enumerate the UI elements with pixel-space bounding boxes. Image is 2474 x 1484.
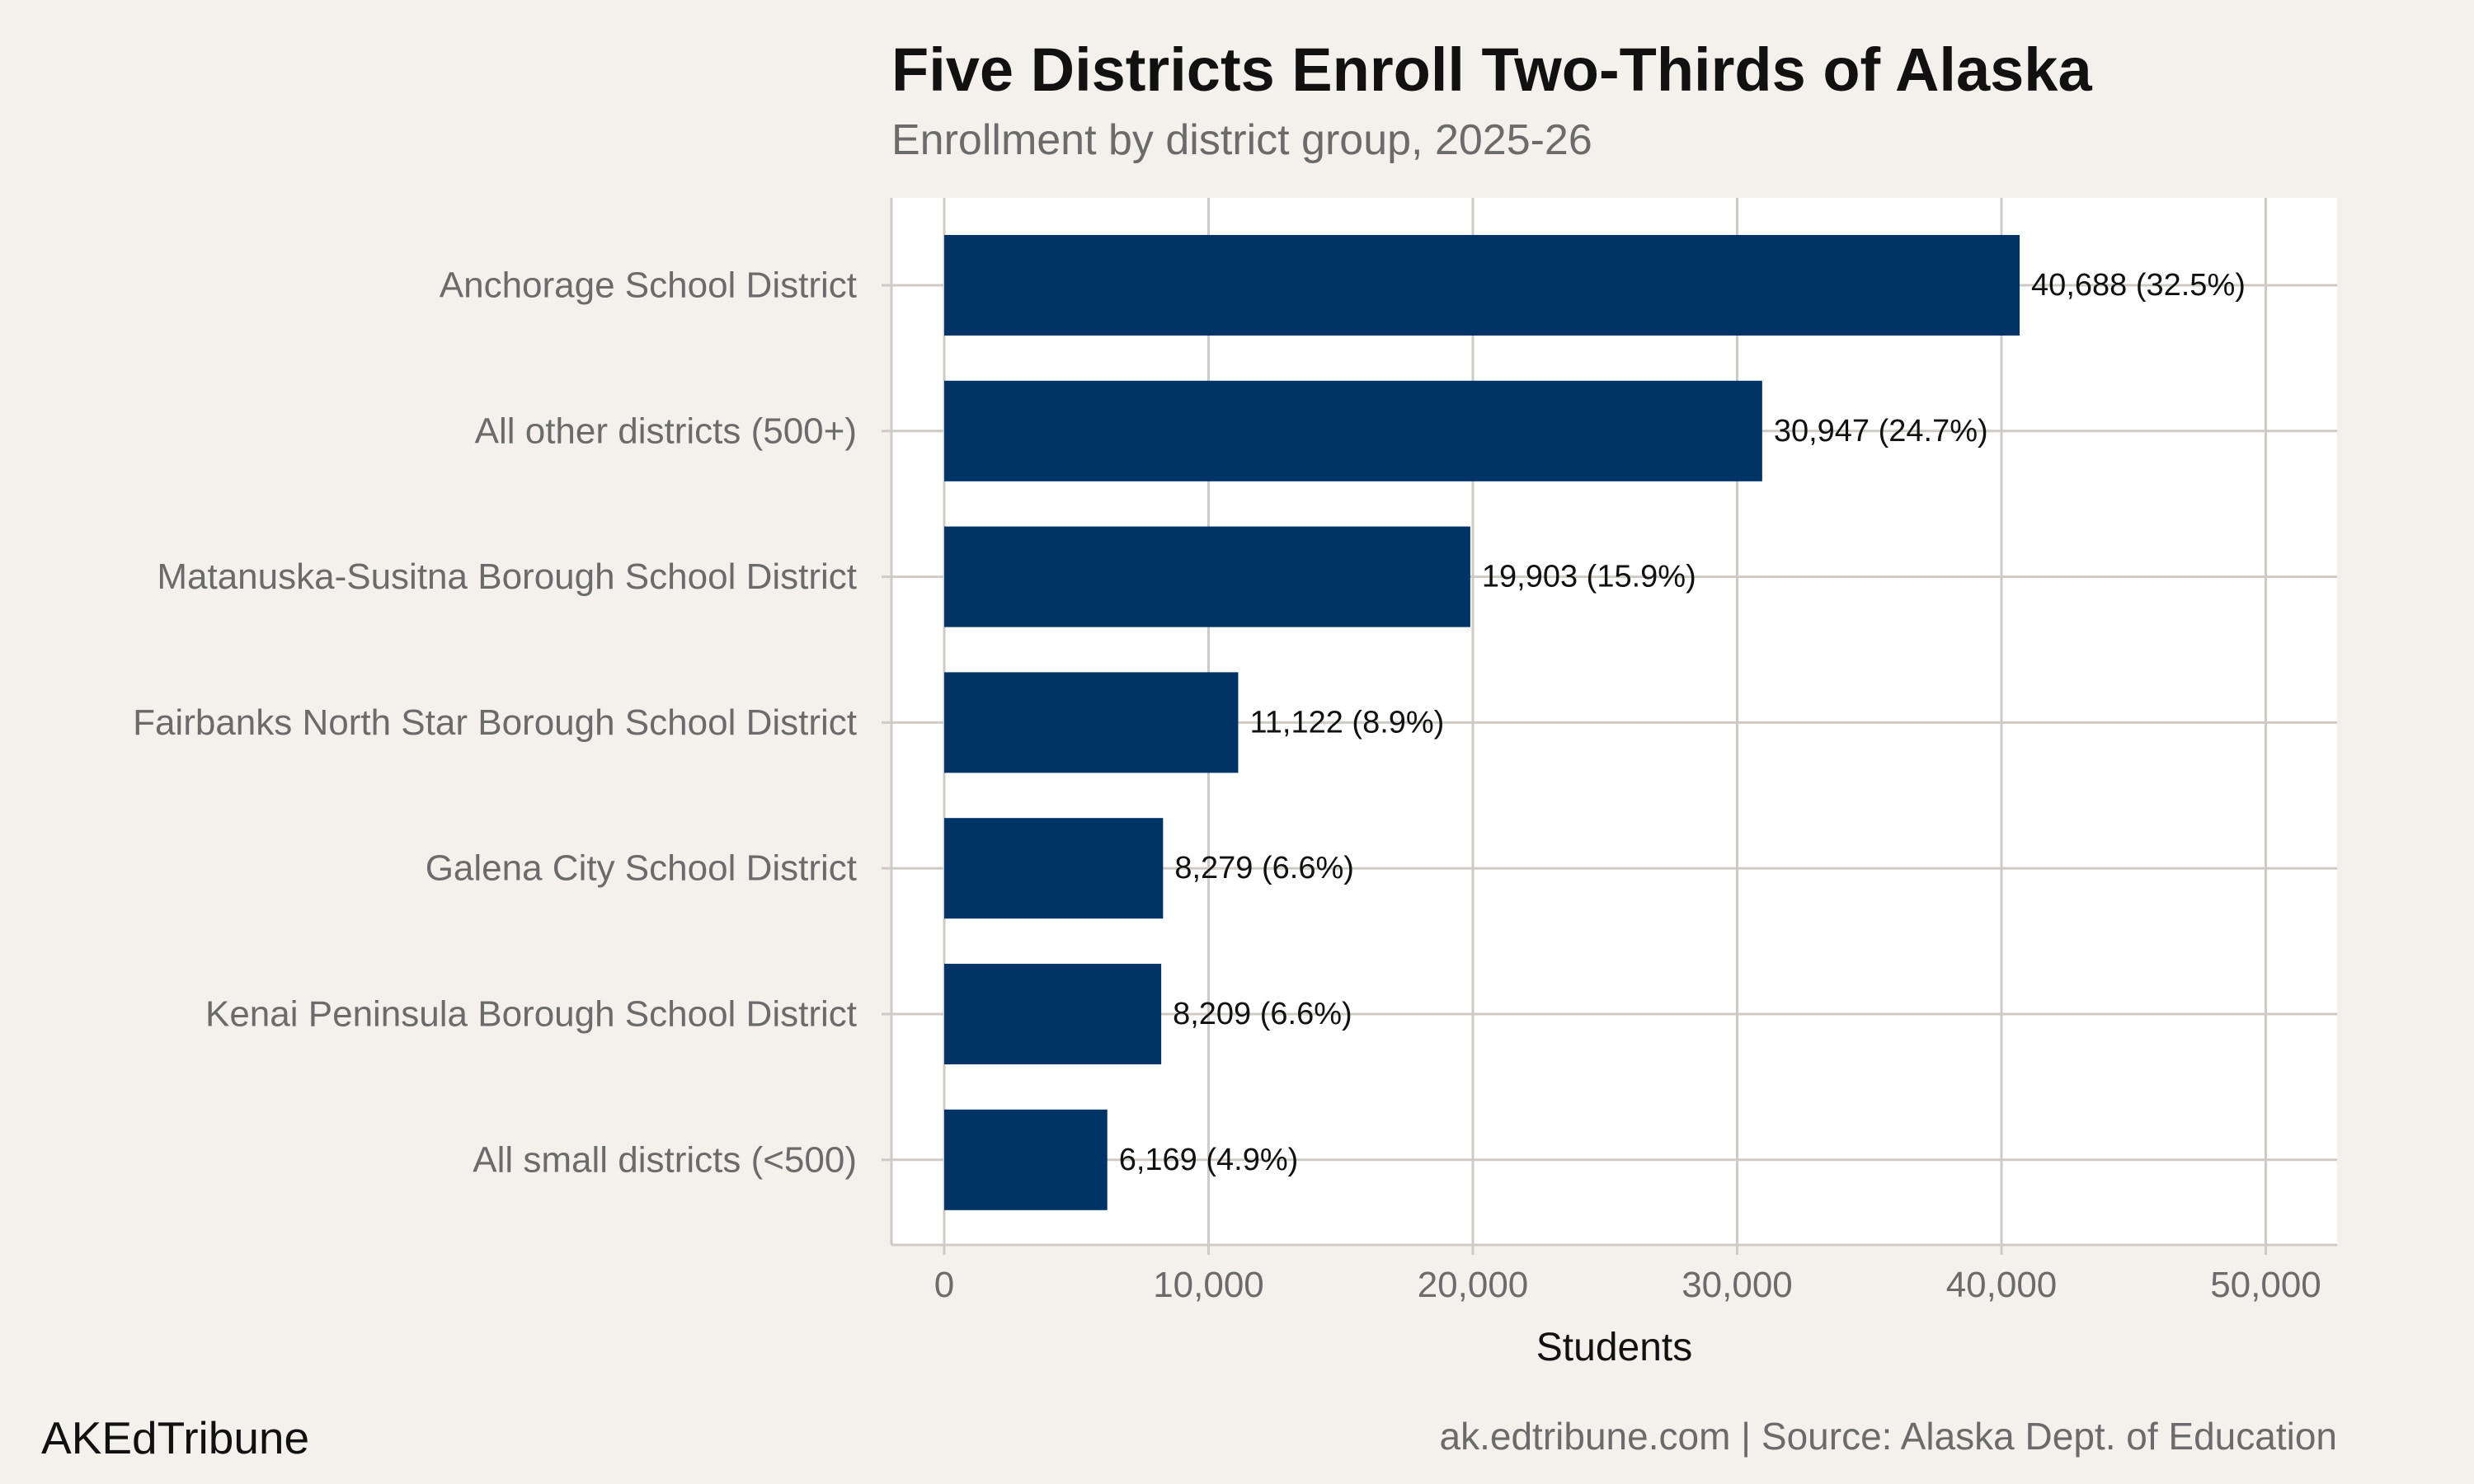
category-label: All small districts (<500) <box>473 1139 857 1180</box>
data-label: 11,122 (8.9%) <box>1249 705 1444 740</box>
category-label: Galena City School District <box>426 848 857 889</box>
x-tick-label: 30,000 <box>1681 1265 1793 1305</box>
x-tick-label: 20,000 <box>1418 1265 1529 1305</box>
data-label: 8,279 (6.6%) <box>1174 851 1354 885</box>
source-caption: ak.edtribune.com | Source: Alaska Dept. … <box>1439 1415 2337 1458</box>
chart-title: Five Districts Enroll Two-Thirds of Alas… <box>891 35 2092 104</box>
x-tick-label: 0 <box>934 1265 954 1305</box>
x-tick-label: 40,000 <box>1946 1265 2058 1305</box>
x-tick-label: 10,000 <box>1153 1265 1264 1305</box>
brand-logo-text: AKEdTribune <box>41 1412 310 1463</box>
bar <box>944 818 1164 919</box>
x-tick-label: 50,000 <box>2210 1265 2321 1305</box>
category-label: Matanuska-Susitna Borough School Distric… <box>157 556 857 597</box>
category-label: Fairbanks North Star Borough School Dist… <box>133 702 857 743</box>
data-label: 19,903 (15.9%) <box>1482 560 1696 594</box>
data-label: 8,209 (6.6%) <box>1173 997 1352 1031</box>
x-axis-title: Students <box>1536 1326 1692 1369</box>
category-label: Anchorage School District <box>440 265 857 306</box>
bar <box>944 380 1762 481</box>
chart-subtitle: Enrollment by district group, 2025-26 <box>891 116 1592 164</box>
bar <box>944 526 1470 627</box>
bar <box>944 1109 1108 1210</box>
data-label: 40,688 (32.5%) <box>2031 268 2246 303</box>
bar <box>944 672 1239 773</box>
data-label: 30,947 (24.7%) <box>1774 414 1988 448</box>
data-label: 6,169 (4.9%) <box>1119 1143 1299 1177</box>
bar <box>944 964 1162 1064</box>
category-label: Kenai Peninsula Borough School District <box>205 994 857 1035</box>
category-label: All other districts (500+) <box>475 411 857 451</box>
bar <box>944 235 2020 336</box>
